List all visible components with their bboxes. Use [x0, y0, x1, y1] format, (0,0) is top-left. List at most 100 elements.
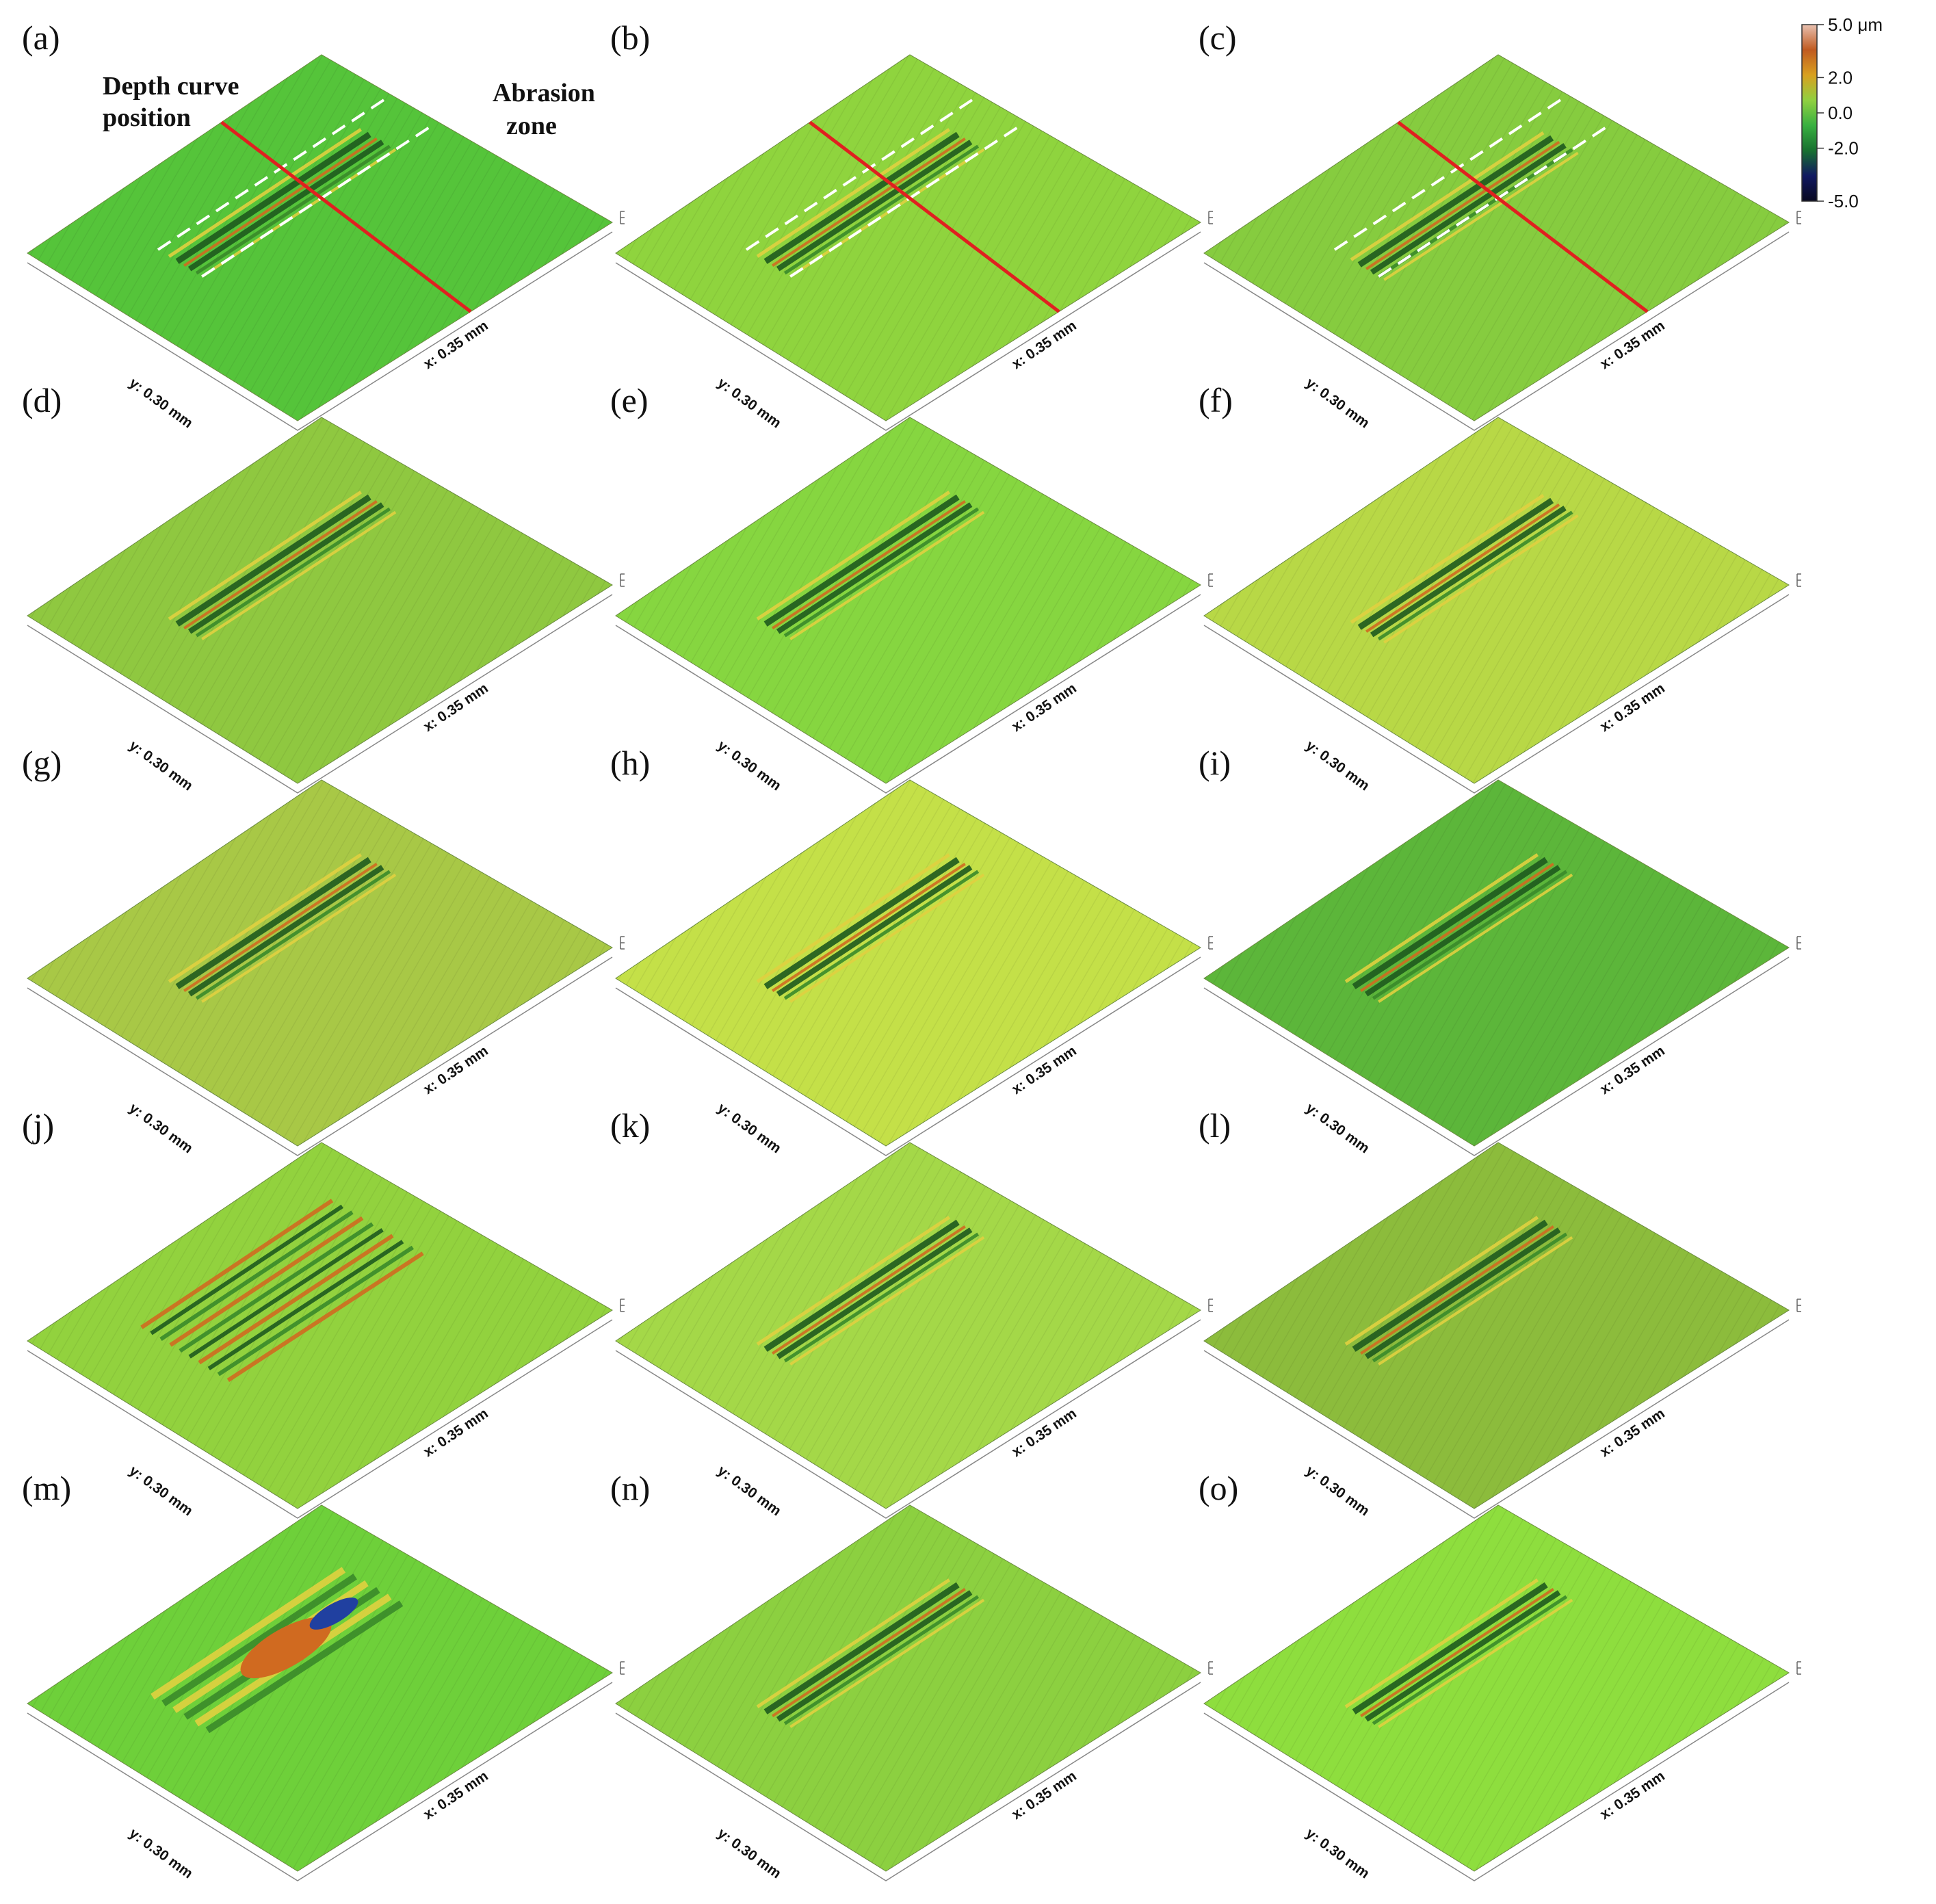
- wear-track: [140, 1199, 424, 1382]
- track-groove: [1378, 1236, 1573, 1366]
- track-groove: [179, 1222, 374, 1353]
- axis-frame: [615, 231, 1201, 431]
- track-groove: [187, 140, 384, 272]
- y-axis-label: y: 0.30 mm: [127, 1825, 196, 1881]
- track-groove: [1352, 857, 1548, 989]
- y-axis-label: y: 0.30 mm: [715, 738, 784, 794]
- abrasion-overlay: [745, 97, 1060, 313]
- surface-texture: [27, 780, 612, 1146]
- track-groove: [1372, 870, 1568, 1000]
- axis-frame: [1203, 956, 1790, 1156]
- track-groove: [226, 1251, 424, 1382]
- wear-track: [151, 1567, 404, 1734]
- track-groove: [201, 873, 397, 1003]
- y-axis-label: y: 0.30 mm: [715, 1463, 784, 1519]
- panel-label: (j): [22, 1106, 54, 1145]
- surface-texture: [27, 1505, 612, 1871]
- track-groove: [772, 1588, 966, 1717]
- panel-label: (m): [22, 1469, 71, 1507]
- panel-label: (e): [610, 381, 649, 419]
- wear-track: [1350, 494, 1579, 644]
- surface-texture: [616, 780, 1201, 1146]
- track-groove: [776, 140, 973, 272]
- surface-texture: [1204, 1505, 1789, 1871]
- height-colorbar: 5.0 μm 2.0 0.0 -2.0 -5.0: [1801, 14, 1883, 211]
- track-groove: [1378, 873, 1573, 1003]
- panel-label: (n): [610, 1469, 650, 1507]
- track-groove: [1352, 1582, 1548, 1714]
- track-groove: [789, 1236, 985, 1366]
- track-groove: [168, 853, 363, 983]
- track-groove: [187, 865, 384, 997]
- panel-k: (k)y: 0.30 mmx: 0.35 mm: [610, 1106, 1213, 1519]
- track-groove: [187, 502, 384, 634]
- track-groove: [1344, 1578, 1539, 1708]
- z-scale-tick: [1208, 1661, 1213, 1675]
- track-groove: [763, 1582, 960, 1714]
- surface-texture: [616, 1505, 1201, 1871]
- track-groove: [140, 1199, 334, 1329]
- track-groove: [1350, 131, 1545, 261]
- track-groove: [195, 507, 391, 638]
- track-groove: [201, 510, 397, 640]
- track-groove: [783, 1595, 980, 1725]
- y-axis-label: y: 0.30 mm: [715, 1825, 784, 1881]
- panel-l: (l)y: 0.30 mmx: 0.35 mm: [1199, 1106, 1801, 1519]
- axis-frame: [27, 231, 613, 431]
- y-axis-label: y: 0.30 mm: [127, 738, 196, 794]
- z-scale-tick: [1796, 211, 1801, 224]
- track-groove: [783, 870, 980, 1000]
- track-groove: [756, 1216, 951, 1346]
- track-groove: [1357, 135, 1554, 268]
- wear-track: [1344, 1216, 1573, 1366]
- surface-texture: [27, 417, 612, 783]
- wear-track: [756, 1578, 985, 1728]
- panel-label: (d): [22, 381, 62, 419]
- track-groove: [205, 1600, 404, 1734]
- surface-texture: [27, 55, 612, 421]
- track-groove: [1383, 514, 1579, 644]
- panel-g: (g)y: 0.30 mmx: 0.35 mm: [22, 744, 625, 1156]
- colorbar-tick-label: -5.0: [1828, 191, 1859, 211]
- z-scale-tick: [620, 211, 625, 224]
- wear-track: [168, 128, 397, 278]
- track-groove: [1364, 865, 1561, 997]
- y-axis-label: y: 0.30 mm: [1303, 1825, 1372, 1881]
- abrasion-zone-label: Abrasion: [493, 79, 595, 107]
- damage-spall: [240, 1617, 332, 1679]
- track-groove: [772, 138, 966, 267]
- track-groove: [150, 1204, 343, 1335]
- colorbar-tick-label: 0.0: [1828, 103, 1853, 123]
- z-scale-tick: [620, 573, 625, 587]
- panel-label: (b): [610, 18, 650, 57]
- track-groove: [183, 863, 378, 992]
- axis-frame: [1203, 594, 1790, 794]
- surface-texture: [27, 1143, 612, 1509]
- track-groove: [772, 863, 966, 992]
- panel-label: (i): [1199, 744, 1231, 782]
- wear-track: [756, 128, 985, 278]
- track-groove: [195, 870, 391, 1000]
- track-groove: [1372, 1232, 1568, 1363]
- panel-h: (h)y: 0.30 mmx: 0.35 mm: [610, 744, 1213, 1156]
- axis-frame: [615, 594, 1201, 794]
- z-scale-tick: [1208, 1299, 1213, 1312]
- track-groove: [772, 500, 966, 629]
- track-groove: [783, 1232, 980, 1363]
- track-groove: [763, 1219, 960, 1352]
- track-groove: [1383, 151, 1579, 281]
- depth-curve-label: Depth curve: [103, 72, 239, 101]
- track-groove: [756, 853, 951, 983]
- track-groove: [1364, 1227, 1561, 1359]
- track-groove: [756, 1578, 951, 1708]
- panel-label: (o): [1199, 1469, 1238, 1507]
- surface-texture: [616, 417, 1201, 783]
- track-groove: [1360, 1588, 1554, 1717]
- y-axis-label: y: 0.30 mm: [715, 375, 784, 431]
- track-groove: [1357, 497, 1554, 630]
- colorbar-bar: [1801, 24, 1818, 202]
- panel-label: (k): [610, 1106, 650, 1145]
- axis-frame: [615, 1319, 1201, 1519]
- z-scale-tick: [620, 1299, 625, 1312]
